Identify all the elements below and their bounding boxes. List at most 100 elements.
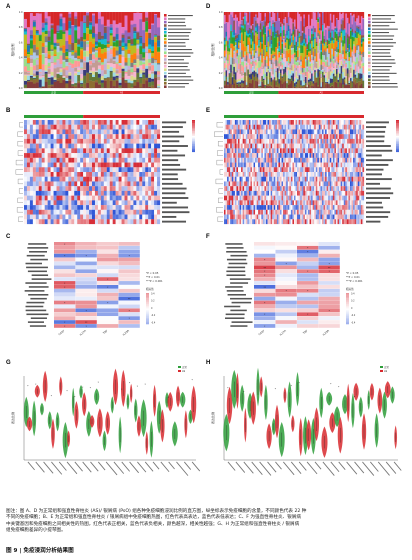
stack-segment bbox=[41, 42, 45, 47]
heatmap-cell bbox=[224, 134, 226, 140]
heatmap-cell bbox=[59, 186, 63, 192]
stack-segment bbox=[312, 64, 315, 66]
heatmap-cell bbox=[325, 134, 327, 140]
stack-segment bbox=[342, 12, 344, 19]
stack-segment bbox=[109, 24, 113, 28]
heatmap-cell bbox=[92, 176, 96, 182]
stack-segment bbox=[351, 68, 354, 78]
heatmap-cell bbox=[309, 157, 312, 163]
stack-segment bbox=[50, 71, 54, 76]
heatmap-cell bbox=[86, 120, 90, 125]
stack-segment bbox=[317, 85, 320, 88]
stack-segment bbox=[253, 76, 256, 81]
stack-segment bbox=[360, 12, 363, 17]
legend-text-placeholder bbox=[168, 79, 194, 81]
stack-segment bbox=[345, 85, 348, 89]
stack-segment bbox=[234, 12, 237, 15]
stack-segment bbox=[65, 58, 69, 63]
heatmap-cell bbox=[290, 143, 293, 149]
heatmap-cell bbox=[41, 186, 45, 192]
heatmap-cell bbox=[292, 153, 295, 158]
heatmap-cell bbox=[139, 181, 143, 187]
stack-segment bbox=[241, 12, 243, 21]
heatmap-cell bbox=[97, 181, 101, 187]
stack-segment bbox=[336, 12, 338, 19]
stack-segment bbox=[294, 64, 296, 69]
heatmap-cell bbox=[44, 148, 48, 154]
stack-segment bbox=[256, 46, 259, 48]
heatmap-cell bbox=[320, 124, 323, 130]
stack-segment bbox=[106, 52, 110, 62]
stack-segment bbox=[35, 49, 39, 56]
stack-segment bbox=[151, 39, 155, 47]
heatmap-cell bbox=[339, 157, 341, 163]
stack-segment bbox=[329, 68, 332, 70]
stack-segment bbox=[80, 59, 84, 63]
stack-segment bbox=[255, 65, 257, 73]
stack-segment bbox=[148, 86, 152, 89]
stack-segment bbox=[118, 63, 122, 65]
heatmap-cell bbox=[295, 138, 298, 144]
stack-segment bbox=[323, 55, 326, 61]
stack-segment bbox=[250, 58, 253, 63]
stack-segment bbox=[320, 51, 323, 60]
dendrogram-branch bbox=[217, 150, 223, 156]
heatmap-cell bbox=[337, 153, 340, 158]
stack-segment bbox=[259, 59, 262, 67]
stack-segment bbox=[276, 82, 279, 87]
heatmap-cell bbox=[47, 200, 51, 206]
heatmap-cell bbox=[47, 190, 51, 196]
heatmap-cell bbox=[65, 129, 69, 135]
stack-segment bbox=[351, 81, 354, 83]
heatmap-cell bbox=[127, 134, 131, 140]
heatmap-cell bbox=[287, 120, 290, 125]
stack-segment bbox=[278, 79, 281, 84]
stack-segment bbox=[127, 36, 131, 40]
stack-segment bbox=[228, 73, 231, 75]
heatmap-cell bbox=[97, 209, 101, 215]
legend-swatch bbox=[164, 85, 167, 88]
stack-segment bbox=[112, 36, 116, 37]
stack-segment bbox=[343, 12, 346, 29]
stack-segment bbox=[227, 76, 229, 78]
stack-segment bbox=[360, 54, 363, 57]
heatmap-cell bbox=[44, 172, 48, 177]
stack-segment bbox=[272, 50, 274, 55]
stack-segment bbox=[287, 17, 290, 25]
stack-segment bbox=[315, 12, 318, 21]
stack-segment bbox=[328, 30, 330, 39]
heatmap-cell bbox=[308, 148, 310, 154]
heatmap-cell bbox=[247, 143, 249, 149]
heatmap-cell bbox=[331, 129, 333, 135]
heatmap-cell bbox=[303, 134, 305, 140]
heatmap-cell bbox=[329, 138, 332, 144]
heatmap-cell bbox=[298, 148, 301, 154]
heatmap-cell bbox=[269, 157, 271, 163]
heatmap-cell bbox=[142, 148, 146, 154]
heatmap-cell bbox=[139, 148, 143, 154]
stack-segment bbox=[281, 30, 284, 40]
heatmap-cell bbox=[258, 138, 260, 144]
heatmap-cell bbox=[109, 219, 113, 225]
stack-segment bbox=[298, 65, 301, 74]
stack-segment bbox=[336, 28, 338, 32]
stack-segment bbox=[109, 12, 113, 25]
heatmap-cell bbox=[337, 148, 340, 154]
heatmap-cell bbox=[59, 214, 63, 220]
stack-segment bbox=[238, 45, 240, 48]
stack-segment bbox=[157, 46, 161, 48]
heatmap-cell bbox=[109, 214, 113, 220]
heatmap-cell bbox=[127, 205, 131, 210]
heatmap-cell bbox=[26, 157, 31, 163]
legend-swatch bbox=[368, 71, 371, 75]
heatmap-cell bbox=[270, 124, 273, 130]
stack-segment bbox=[26, 74, 31, 76]
stack-segment bbox=[266, 76, 268, 85]
stack-segment bbox=[241, 71, 243, 73]
heatmap-cell bbox=[86, 153, 90, 158]
stack-segment bbox=[320, 44, 323, 51]
stack-segment bbox=[290, 80, 293, 89]
stack-segment bbox=[359, 73, 362, 80]
stack-segment bbox=[145, 31, 149, 33]
heatmap-cell bbox=[157, 143, 161, 149]
